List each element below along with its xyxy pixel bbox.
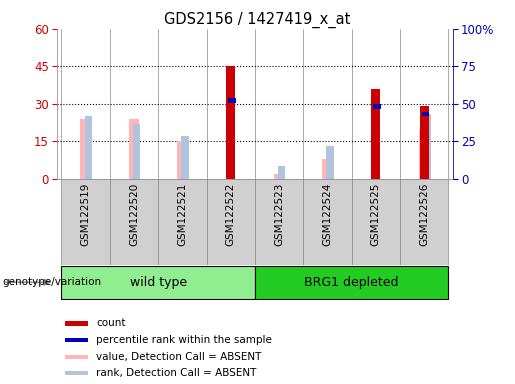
Text: GSM122521: GSM122521	[177, 183, 187, 246]
Bar	[322, 159, 333, 179]
Bar	[400, 179, 449, 265]
Bar	[420, 106, 428, 179]
Bar	[133, 124, 141, 179]
Bar	[422, 112, 430, 116]
Bar	[327, 146, 334, 179]
Bar	[352, 179, 400, 265]
Text: percentile rank within the sample: percentile rank within the sample	[96, 335, 272, 345]
Bar	[371, 89, 380, 179]
Bar	[255, 266, 449, 299]
Bar	[207, 179, 255, 265]
Text: GSM122520: GSM122520	[129, 183, 139, 246]
Bar	[373, 104, 381, 109]
Text: genotype/variation: genotype/variation	[3, 277, 101, 287]
Text: count: count	[96, 318, 126, 328]
Text: GSM122526: GSM122526	[419, 183, 429, 246]
Bar	[61, 179, 110, 265]
Text: GSM122522: GSM122522	[226, 183, 236, 246]
Text: GSM122523: GSM122523	[274, 183, 284, 246]
Bar	[64, 321, 89, 326]
Text: GSM122525: GSM122525	[371, 183, 381, 246]
Bar	[64, 371, 89, 375]
Text: GSM122519: GSM122519	[81, 183, 91, 246]
Text: GSM122524: GSM122524	[322, 183, 333, 246]
Bar	[80, 119, 91, 179]
Bar	[61, 266, 255, 299]
Bar	[228, 98, 236, 103]
Bar	[177, 141, 187, 179]
Bar	[84, 116, 92, 179]
Text: GDS2156 / 1427419_x_at: GDS2156 / 1427419_x_at	[164, 12, 351, 28]
Text: wild type: wild type	[130, 276, 187, 289]
Bar	[129, 119, 140, 179]
Bar	[303, 179, 352, 265]
Bar	[278, 166, 285, 179]
Bar	[64, 354, 89, 359]
Bar	[181, 136, 189, 179]
Bar	[423, 114, 431, 179]
Text: rank, Detection Call = ABSENT: rank, Detection Call = ABSENT	[96, 368, 256, 378]
Bar	[255, 179, 303, 265]
Bar	[274, 174, 284, 179]
Bar	[110, 179, 158, 265]
Bar	[64, 338, 89, 342]
Text: value, Detection Call = ABSENT: value, Detection Call = ABSENT	[96, 352, 262, 362]
Text: BRG1 depleted: BRG1 depleted	[304, 276, 399, 289]
Bar	[227, 66, 235, 179]
Bar	[419, 129, 430, 179]
Bar	[158, 179, 207, 265]
